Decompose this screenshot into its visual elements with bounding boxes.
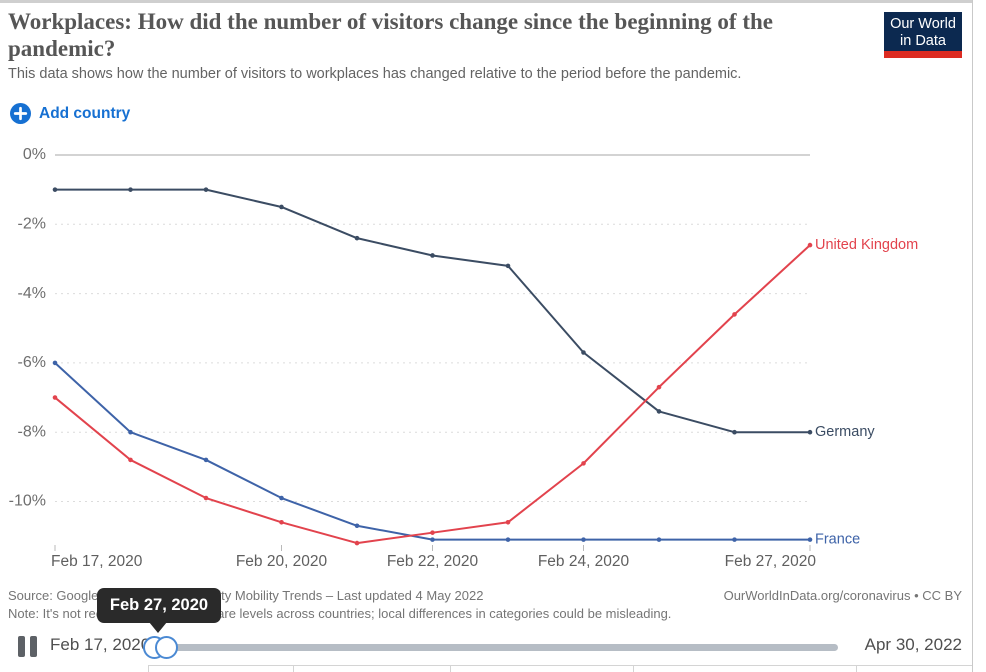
- source-line[interactable]: Source: Google COVID-19 Community Mobili…: [8, 588, 484, 603]
- data-point: [807, 242, 813, 248]
- data-point: [279, 204, 284, 210]
- series-label-united-kingdom[interactable]: United Kingdom: [815, 237, 918, 253]
- y-axis-tick-label: -6%: [18, 354, 46, 371]
- owid-logo-line2: in Data: [900, 33, 946, 49]
- y-axis-tick-label: 0%: [23, 146, 46, 163]
- series-label-germany[interactable]: Germany: [815, 424, 875, 440]
- data-point: [203, 187, 209, 192]
- credit-line[interactable]: OurWorldInData.org/coronavirus • CC BY: [723, 588, 962, 603]
- add-country-label: Add country: [39, 104, 131, 122]
- data-point: [807, 537, 813, 542]
- timeline-tooltip-label: Feb 27, 2020: [109, 596, 209, 614]
- bottom-table-divider: [293, 665, 294, 672]
- x-axis-tick-label: Feb 17, 2020: [51, 553, 143, 570]
- data-point: [354, 523, 360, 529]
- x-axis-tick-label: Feb 24, 2020: [538, 553, 630, 570]
- data-point: [505, 519, 511, 525]
- x-axis-tick-label: Feb 27, 2020: [725, 553, 817, 570]
- line-united-kingdom[interactable]: [54, 244, 811, 545]
- line-germany[interactable]: [54, 188, 811, 434]
- chart-title: Workplaces: How did the number of visito…: [8, 9, 773, 61]
- bottom-table-border: [148, 665, 972, 666]
- bottom-table-divider: [450, 665, 451, 672]
- pause-icon: [18, 636, 25, 657]
- data-point: [732, 312, 737, 317]
- data-point: [581, 537, 586, 542]
- x-axis-tick-label: Feb 20, 2020: [236, 553, 328, 570]
- data-point: [430, 253, 435, 258]
- data-point: [807, 429, 813, 435]
- data-point: [430, 537, 435, 542]
- data-point: [656, 537, 662, 542]
- data-point: [505, 537, 511, 542]
- bottom-table-divider: [856, 665, 857, 672]
- data-point: [279, 519, 284, 525]
- data-point: [52, 360, 58, 366]
- frame-right-border: [972, 0, 973, 672]
- series-label-france[interactable]: France: [815, 531, 860, 547]
- data-point: [581, 461, 586, 466]
- data-point: [128, 429, 133, 435]
- data-point: [128, 457, 133, 463]
- x-axis-tick-label: Feb 22, 2020: [387, 553, 479, 570]
- pause-icon: [30, 636, 37, 657]
- data-point: [203, 495, 209, 501]
- frame-top-border: [0, 0, 973, 3]
- tooltip-arrow-icon: [149, 622, 167, 633]
- y-axis-tick-label: -8%: [18, 423, 46, 440]
- data-point: [203, 457, 209, 463]
- data-point: [656, 384, 662, 390]
- owid-logo-line1: Our World: [890, 16, 956, 32]
- y-axis-tick-label: -10%: [9, 493, 46, 510]
- data-point: [505, 263, 511, 269]
- data-point: [279, 495, 284, 501]
- bottom-table-divider: [633, 665, 634, 672]
- timeline-start-label: Feb 17, 2020: [50, 635, 151, 654]
- add-country-button[interactable]: Add country: [10, 103, 130, 124]
- data-point: [430, 530, 435, 535]
- data-point: [656, 409, 662, 414]
- owid-logo[interactable]: Our World in Data: [884, 12, 962, 58]
- timeline-end-label: Apr 30, 2022: [864, 635, 962, 654]
- data-point: [354, 235, 360, 241]
- pause-button[interactable]: [18, 636, 40, 657]
- y-axis-tick-label: -4%: [18, 285, 46, 302]
- chart-subtitle: This data shows how the number of visito…: [8, 66, 742, 82]
- timeline-track[interactable]: [148, 644, 838, 651]
- data-point: [354, 540, 360, 546]
- data-point: [732, 429, 737, 435]
- data-point: [52, 395, 58, 400]
- data-point: [732, 537, 737, 542]
- data-point: [128, 187, 133, 192]
- bottom-table-divider: [148, 665, 149, 672]
- data-point: [581, 350, 586, 355]
- plus-icon: [10, 103, 31, 124]
- line-france[interactable]: [54, 361, 811, 541]
- data-point: [52, 187, 58, 192]
- timeline-end-handle[interactable]: [155, 636, 178, 659]
- timeline-tooltip: Feb 27, 2020: [97, 588, 221, 633]
- y-axis-tick-label: -2%: [18, 216, 46, 233]
